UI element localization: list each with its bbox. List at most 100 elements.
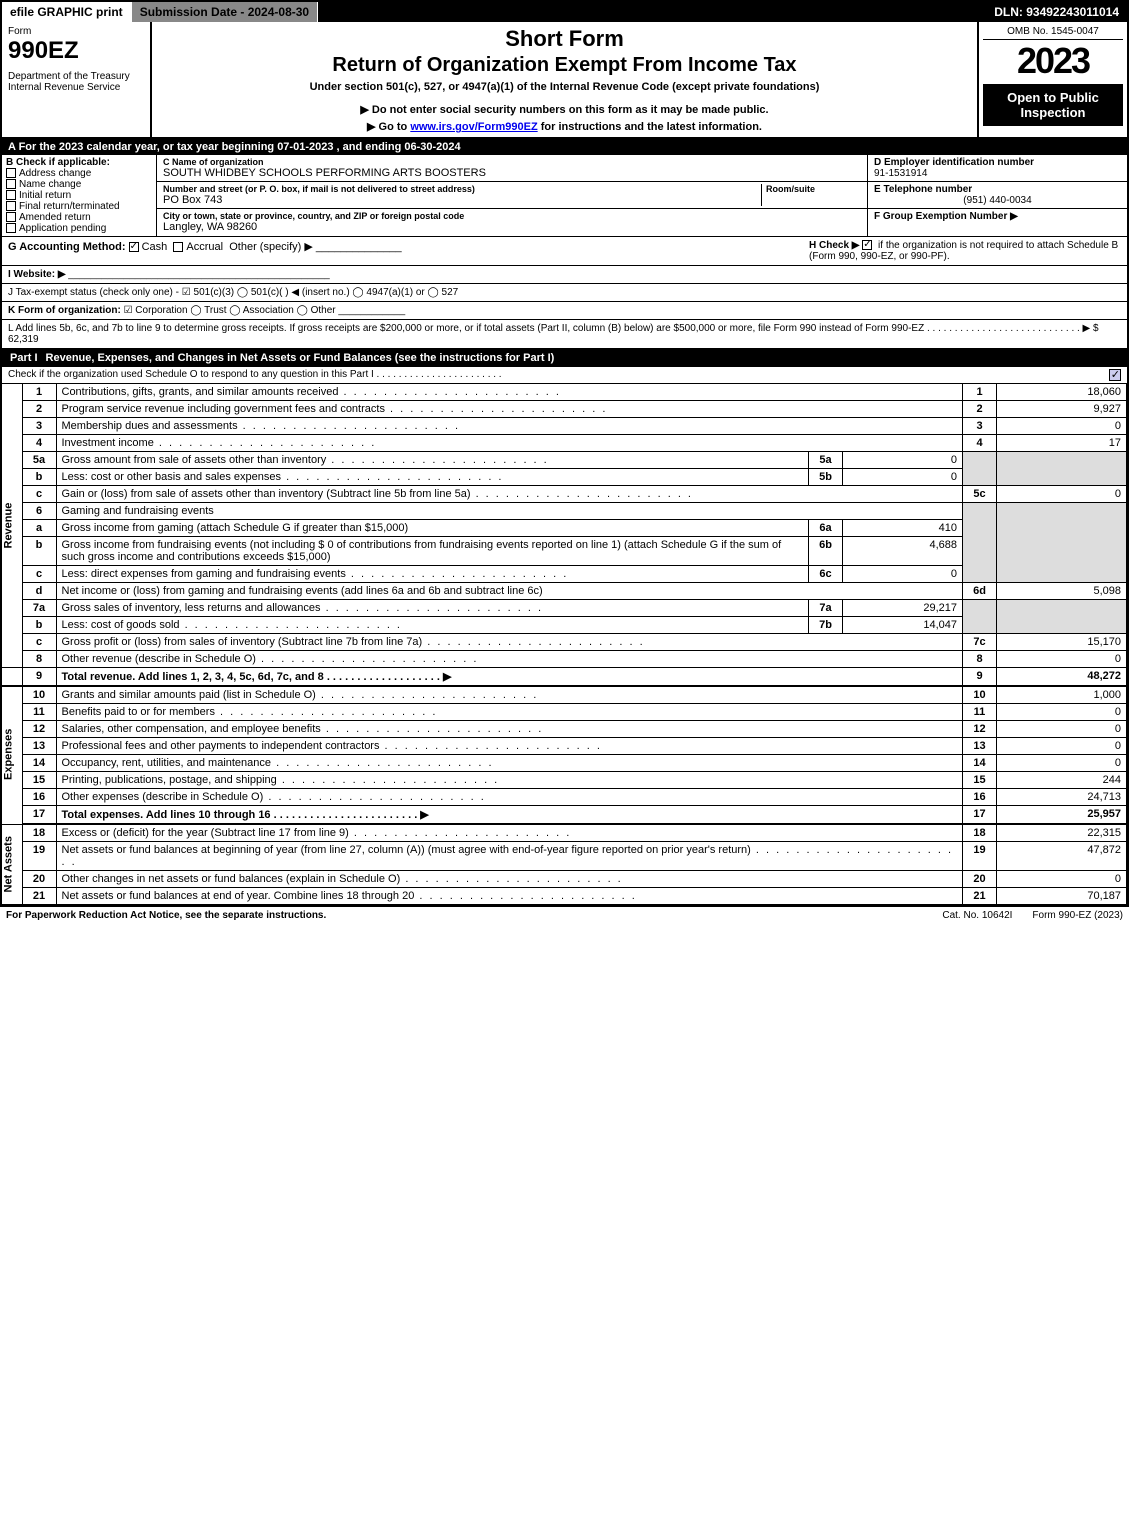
l1-desc: Contributions, gifts, grants, and simila… bbox=[56, 384, 963, 401]
tax-year: 2023 bbox=[983, 40, 1123, 82]
l20-no: 20 bbox=[22, 871, 56, 888]
l9-val: 48,272 bbox=[997, 668, 1127, 687]
l11-ref: 11 bbox=[963, 704, 997, 721]
cb-cash[interactable] bbox=[129, 242, 139, 252]
l19-no: 19 bbox=[22, 842, 56, 871]
line-15: 15Printing, publications, postage, and s… bbox=[2, 772, 1127, 789]
phone-label: E Telephone number bbox=[874, 184, 1121, 195]
group-exemption-label: F Group Exemption Number ▶ bbox=[874, 211, 1018, 222]
l7a-subno: 7a bbox=[809, 600, 843, 617]
row-g-h: G Accounting Method: Cash Accrual Other … bbox=[2, 237, 1127, 266]
room-label: Room/suite bbox=[766, 184, 861, 194]
l6b-no: b bbox=[22, 537, 56, 566]
l10-desc: Grants and similar amounts paid (list in… bbox=[56, 686, 963, 704]
l-value: 62,319 bbox=[8, 334, 39, 345]
row-l: L Add lines 5b, 6c, and 7b to line 9 to … bbox=[2, 320, 1127, 349]
section-def: D Employer identification number 91-1531… bbox=[867, 155, 1127, 236]
accounting-method: G Accounting Method: Cash Accrual Other … bbox=[8, 240, 801, 262]
bullet-goto: ▶ Go to www.irs.gov/Form990EZ for instru… bbox=[158, 120, 971, 133]
l18-no: 18 bbox=[22, 824, 56, 842]
schedule-o-checkbox[interactable] bbox=[1109, 369, 1121, 381]
l1-no: 1 bbox=[22, 384, 56, 401]
vlabel-netassets: Net Assets bbox=[2, 824, 22, 905]
l21-desc: Net assets or fund balances at end of ye… bbox=[56, 888, 963, 905]
l6c-desc: Less: direct expenses from gaming and fu… bbox=[56, 566, 809, 583]
l5ab-shade-val bbox=[997, 452, 1127, 486]
l11-no: 11 bbox=[22, 704, 56, 721]
line-5a: 5a Gross amount from sale of assets othe… bbox=[2, 452, 1127, 469]
l19-ref: 19 bbox=[963, 842, 997, 871]
l13-ref: 13 bbox=[963, 738, 997, 755]
section-h: H Check ▶ if the organization is not req… bbox=[801, 240, 1121, 262]
l6-no: 6 bbox=[22, 503, 56, 520]
section-b-label: B Check if applicable: bbox=[6, 157, 152, 168]
l5b-subno: 5b bbox=[809, 469, 843, 486]
cb-amended[interactable]: Amended return bbox=[6, 212, 152, 223]
bullet-goto-post: for instructions and the latest informat… bbox=[538, 121, 762, 133]
l4-desc: Investment income bbox=[56, 435, 963, 452]
l3-no: 3 bbox=[22, 418, 56, 435]
line-6d: d Net income or (loss) from gaming and f… bbox=[2, 583, 1127, 600]
line-20: 20Other changes in net assets or fund ba… bbox=[2, 871, 1127, 888]
l18-val: 22,315 bbox=[997, 824, 1127, 842]
l7c-val: 15,170 bbox=[997, 634, 1127, 651]
footer-left: For Paperwork Reduction Act Notice, see … bbox=[6, 910, 922, 921]
line-3: 3 Membership dues and assessments 3 0 bbox=[2, 418, 1127, 435]
l21-ref: 21 bbox=[963, 888, 997, 905]
l7-shade-ref bbox=[963, 600, 997, 634]
l6b-subval: 4,688 bbox=[843, 537, 963, 566]
l8-no: 8 bbox=[22, 651, 56, 668]
line-17: 17Total expenses. Add lines 10 through 1… bbox=[2, 806, 1127, 825]
org-name-value: SOUTH WHIDBEY SCHOOLS PERFORMING ARTS BO… bbox=[163, 167, 486, 179]
form-title-2: Return of Organization Exempt From Incom… bbox=[158, 54, 971, 77]
l6b-subno: 6b bbox=[809, 537, 843, 566]
cb-final-return[interactable]: Final return/terminated bbox=[6, 201, 152, 212]
line-4: 4 Investment income 4 17 bbox=[2, 435, 1127, 452]
l6a-subno: 6a bbox=[809, 520, 843, 537]
form-number: 990EZ bbox=[8, 37, 144, 65]
street-row: Number and street (or P. O. box, if mail… bbox=[157, 182, 867, 209]
cb-initial-return[interactable]: Initial return bbox=[6, 190, 152, 201]
form-subtitle: Under section 501(c), 527, or 4947(a)(1)… bbox=[158, 81, 971, 93]
irs-link[interactable]: www.irs.gov/Form990EZ bbox=[410, 121, 537, 133]
l16-val: 24,713 bbox=[997, 789, 1127, 806]
line-10: Expenses 10 Grants and similar amounts p… bbox=[2, 686, 1127, 704]
cb-schedule-b[interactable] bbox=[862, 240, 872, 250]
header-left: Form 990EZ Department of the Treasury In… bbox=[2, 22, 152, 137]
l11-desc: Benefits paid to or for members bbox=[56, 704, 963, 721]
l6d-no: d bbox=[22, 583, 56, 600]
row-i-website: I Website: ▶ ___________________________… bbox=[2, 266, 1127, 284]
l4-ref: 4 bbox=[963, 435, 997, 452]
l12-desc: Salaries, other compensation, and employ… bbox=[56, 721, 963, 738]
schedule-o-check: Check if the organization used Schedule … bbox=[2, 367, 1127, 384]
l7b-desc: Less: cost of goods sold bbox=[56, 617, 809, 634]
form-header: Form 990EZ Department of the Treasury In… bbox=[2, 22, 1127, 139]
l7c-ref: 7c bbox=[963, 634, 997, 651]
l12-ref: 12 bbox=[963, 721, 997, 738]
line-7a: 7a Gross sales of inventory, less return… bbox=[2, 600, 1127, 617]
efile-print-label[interactable]: efile GRAPHIC print bbox=[2, 2, 132, 22]
cb-address-change[interactable]: Address change bbox=[6, 168, 152, 179]
city-label: City or town, state or province, country… bbox=[163, 211, 464, 221]
dln-label: DLN: 93492243011014 bbox=[986, 2, 1127, 22]
line-5c: c Gain or (loss) from sale of assets oth… bbox=[2, 486, 1127, 503]
l4-no: 4 bbox=[22, 435, 56, 452]
row-j-status: J Tax-exempt status (check only one) - ☑… bbox=[2, 284, 1127, 302]
cb-accrual[interactable] bbox=[173, 242, 183, 252]
cb-pending[interactable]: Application pending bbox=[6, 223, 152, 234]
line-12: 12Salaries, other compensation, and empl… bbox=[2, 721, 1127, 738]
header-center: Short Form Return of Organization Exempt… bbox=[152, 22, 977, 137]
section-b: B Check if applicable: Address change Na… bbox=[2, 155, 157, 236]
l17-desc: Total expenses. Add lines 10 through 16 … bbox=[56, 806, 963, 825]
org-name-label: C Name of organization bbox=[163, 157, 486, 167]
l10-no: 10 bbox=[22, 686, 56, 704]
vlabel-expenses: Expenses bbox=[2, 686, 22, 824]
l4-val: 17 bbox=[997, 435, 1127, 452]
cb-name-change[interactable]: Name change bbox=[6, 179, 152, 190]
bullet-ssn: ▶ Do not enter social security numbers o… bbox=[158, 103, 971, 116]
line-7c: c Gross profit or (loss) from sales of i… bbox=[2, 634, 1127, 651]
ein-value: 91-1531914 bbox=[874, 168, 1121, 179]
l6-shade-val bbox=[997, 503, 1127, 583]
line-5b: b Less: cost or other basis and sales ex… bbox=[2, 469, 1127, 486]
ein-row: D Employer identification number 91-1531… bbox=[868, 155, 1127, 182]
